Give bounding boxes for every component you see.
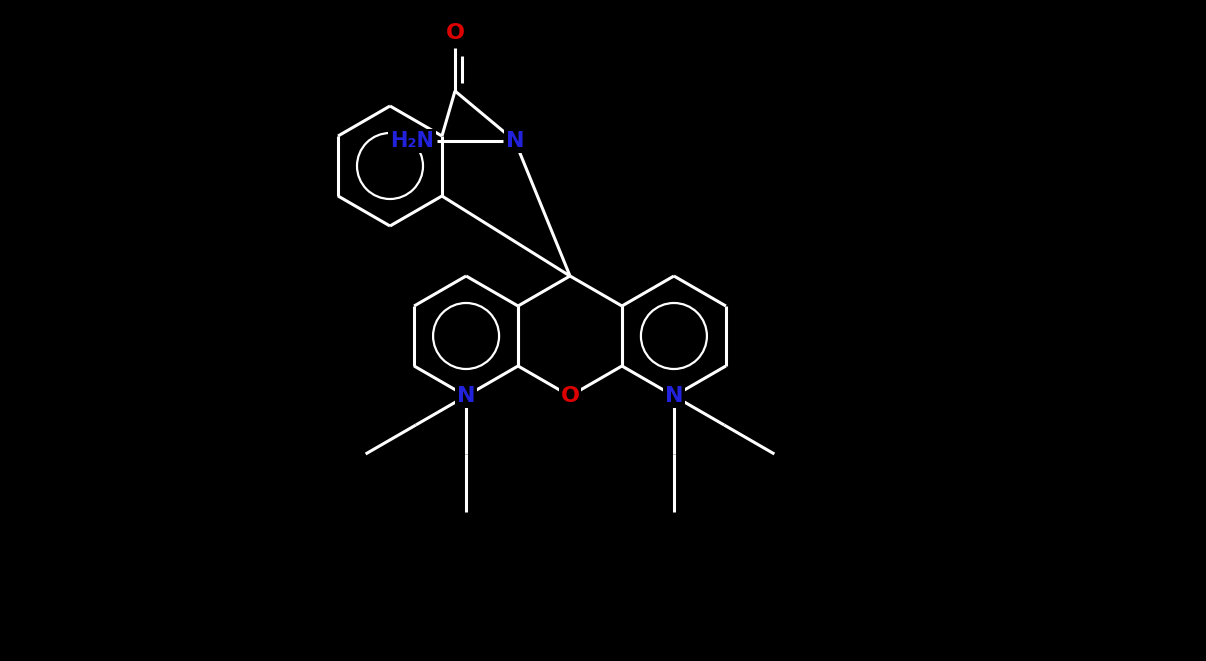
Text: O: O (561, 386, 580, 406)
Text: N: N (665, 386, 683, 406)
Text: N: N (505, 131, 525, 151)
Text: O: O (445, 23, 464, 43)
Text: H₂N: H₂N (390, 131, 434, 151)
Text: N: N (457, 386, 475, 406)
